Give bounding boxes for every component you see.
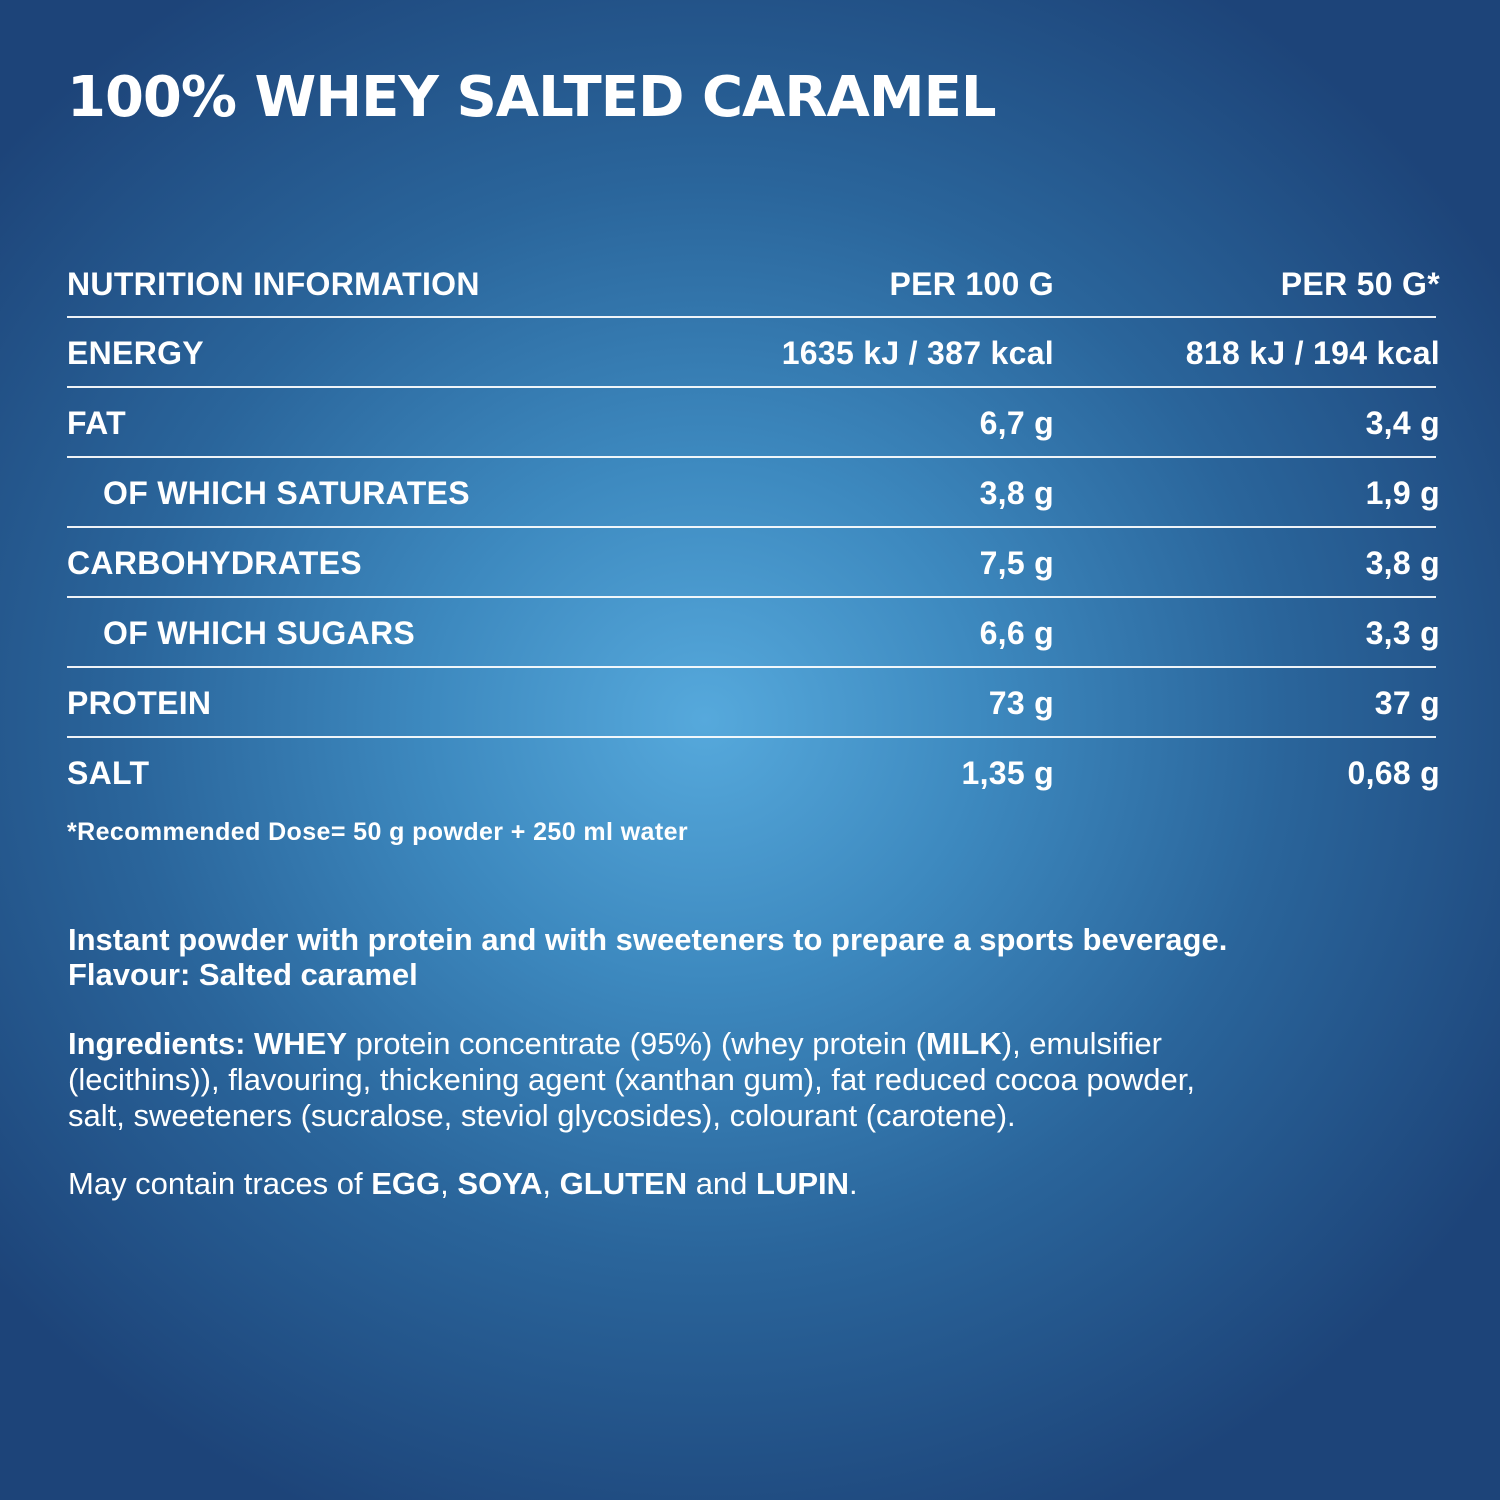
value-per-50g: 1,9 g — [1365, 474, 1440, 511]
header-per-50g: PER 50 G* — [1280, 265, 1440, 302]
traces-separator: , — [542, 1166, 560, 1201]
value-per-100g: 6,7 g — [979, 404, 1054, 441]
allergen-lupin: LUPIN — [756, 1166, 850, 1201]
value-per-100g: 6,6 g — [979, 614, 1054, 651]
nutrition-table: NUTRITION INFORMATION PER 100 G PER 50 G… — [67, 250, 1440, 808]
description-line: Instant powder with protein and with swe… — [68, 922, 1228, 957]
nutrient-name: CARBOHYDRATES — [67, 544, 362, 581]
nutrient-name: FAT — [67, 404, 126, 441]
row-divider — [67, 596, 1436, 598]
product-description: Instant powder with protein and with swe… — [68, 922, 1227, 992]
value-per-100g: 3,8 g — [979, 474, 1054, 511]
allergen-milk: MILK — [925, 1026, 1002, 1061]
nutrient-name: OF WHICH SATURATES — [103, 474, 470, 511]
nutrient-name: SALT — [67, 754, 150, 791]
row-divider — [67, 316, 1436, 318]
ingredients-line: (lecithins)), flavouring, thickening age… — [68, 1062, 1195, 1097]
header-nutrition-information: NUTRITION INFORMATION — [67, 265, 480, 302]
nutrition-row-protein: PROTEIN 73 g 37 g — [67, 668, 1440, 738]
row-divider — [67, 736, 1436, 738]
value-per-100g: 1635 kJ / 387 kcal — [781, 334, 1054, 371]
nutrition-row-salt: SALT 1,35 g 0,68 g — [67, 738, 1440, 808]
ingredients-line: salt, sweeteners (sucralose, steviol gly… — [68, 1098, 1016, 1133]
nutrition-row-saturates: OF WHICH SATURATES 3,8 g 1,9 g — [67, 458, 1440, 528]
nutrition-row-fat: FAT 6,7 g 3,4 g — [67, 388, 1440, 458]
row-divider — [67, 386, 1436, 388]
value-per-50g: 37 g — [1374, 684, 1440, 721]
traces-intro: May contain traces of — [68, 1166, 372, 1201]
value-per-50g: 818 kJ / 194 kcal — [1185, 334, 1440, 371]
value-per-50g: 3,8 g — [1365, 544, 1440, 581]
allergen-soya: SOYA — [457, 1166, 543, 1201]
nutrition-row-energy: ENERGY 1635 kJ / 387 kcal 818 kJ / 194 k… — [67, 318, 1440, 388]
nutrient-name: ENERGY — [67, 334, 204, 371]
value-per-50g: 3,4 g — [1365, 404, 1440, 441]
allergen-whey: WHEY — [254, 1026, 348, 1061]
nutrition-row-sugars: OF WHICH SUGARS 6,6 g 3,3 g — [67, 598, 1440, 668]
value-per-50g: 3,3 g — [1365, 614, 1440, 651]
recommended-dose-footnote: *Recommended Dose= 50 g powder + 250 ml … — [67, 818, 689, 846]
row-divider — [67, 526, 1436, 528]
value-per-50g: 0,68 g — [1347, 754, 1440, 791]
ingredients-label: Ingredients: — [68, 1026, 246, 1061]
value-per-100g: 73 g — [988, 684, 1054, 721]
flavour-line: Flavour: Salted caramel — [68, 957, 418, 992]
nutrition-table-header: NUTRITION INFORMATION PER 100 G PER 50 G… — [67, 250, 1440, 318]
nutrition-row-carbohydrates: CARBOHYDRATES 7,5 g 3,8 g — [67, 528, 1440, 598]
header-per-100g: PER 100 G — [889, 265, 1054, 302]
traces-separator: and — [687, 1166, 757, 1201]
allergen-traces-statement: May contain traces of EGG, SOYA, GLUTEN … — [68, 1166, 858, 1202]
row-divider — [67, 456, 1436, 458]
ingredients-paragraph: Ingredients: WHEY protein concentrate (9… — [68, 1026, 1468, 1134]
traces-end: . — [849, 1166, 858, 1201]
value-per-100g: 7,5 g — [979, 544, 1054, 581]
ingredients-line: Ingredients: WHEY protein concentrate (9… — [68, 1026, 1468, 1062]
product-title: 100% WHEY SALTED CARAMEL — [67, 65, 997, 130]
nutrient-name: OF WHICH SUGARS — [103, 614, 416, 651]
traces-separator: , — [440, 1166, 458, 1201]
ingredients-text: protein concentrate (95%) (whey protein … — [347, 1026, 926, 1061]
nutrient-name: PROTEIN — [67, 684, 212, 721]
allergen-egg: EGG — [371, 1166, 441, 1201]
row-divider — [67, 666, 1436, 668]
ingredients-text: ), emulsifier — [1001, 1026, 1162, 1061]
allergen-gluten: GLUTEN — [559, 1166, 688, 1201]
value-per-100g: 1,35 g — [961, 754, 1054, 791]
